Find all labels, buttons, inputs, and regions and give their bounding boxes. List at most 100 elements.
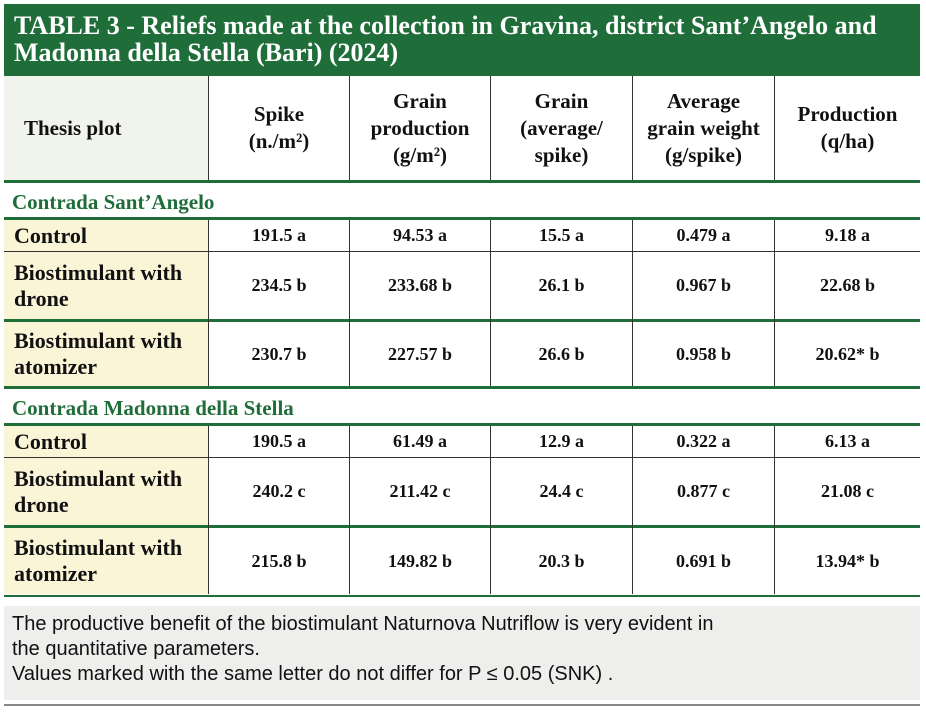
section-label-madonna-della-stella: Contrada Madonna della Stella [12,396,294,420]
row-divider [4,251,920,252]
table-cell: 13.94* b [815,550,880,571]
note-line: the quantitative parameters. [12,638,260,660]
row-header-biostimulant-atomizer: Biostimulant with atomizer [4,528,208,594]
table-cell: 227.57 b [387,343,452,364]
row-label: atomizer [14,354,98,379]
row-label: drone [14,285,69,311]
row-label: atomizer [14,561,98,586]
column-divider [632,220,633,386]
row-divider [4,457,920,458]
table-cell: 211.42 c [389,481,451,501]
table-cell: 0.877 c [677,481,730,501]
column-header-label: Spike [253,102,305,126]
column-divider [208,426,209,594]
column-divider [490,220,491,386]
column-divider [632,76,633,180]
row-label: Biostimulant with [14,465,183,491]
table-cell: 149.82 b [387,550,452,571]
column-header-unit: (q/ha) [820,129,875,153]
table-cell: 215.8 b [251,550,307,571]
table-cell: 190.5 a [252,431,306,451]
table-cell: 191.5 a [252,225,306,245]
table-cell: 20.62* b [815,343,880,364]
table-cell: 0.967 b [675,275,731,295]
row-header-biostimulant-atomizer: Biostimulant with atomizer [4,322,208,386]
table-cell: 61.49 a [393,431,447,451]
column-header-unit: spike) [534,142,589,167]
table-cell: 233.68 b [387,275,452,295]
table-cell: 6.13 a [825,431,870,451]
column-header-thesis-plot: Thesis plot [4,76,208,180]
column-divider [349,76,350,180]
table-cell: 0.322 a [676,431,731,451]
page-bottom-rule [4,704,920,706]
column-divider [490,426,491,594]
column-header-production: Production (q/ha) [775,76,920,180]
column-header-unit: (g/spike) [664,142,742,167]
column-header-label: Average [666,88,741,113]
table-cell: 24.4 c [539,481,584,501]
row-label: drone [14,491,69,517]
column-divider [632,426,633,594]
table-cell: 22.68 b [819,275,875,295]
column-divider [208,220,209,386]
column-header-label: Grain [393,88,447,113]
note-line: Values marked with the same letter do no… [12,663,614,685]
table-cell: 9.18 a [825,225,870,245]
row-divider [4,319,920,322]
table-cell: 21.08 c [821,481,874,501]
row-label: Biostimulant with [14,328,183,353]
table-cell: 94.53 a [393,225,447,245]
column-header-grain-production: Grain production (g/m²) [350,76,490,180]
table-cell: 26.1 b [538,275,585,295]
row-label: Biostimulant with [14,535,183,560]
table-cell: 0.479 a [676,225,731,245]
row-header-biostimulant-drone: Biostimulant with drone [4,458,208,525]
column-divider [490,76,491,180]
table-cell: 12.9 a [539,431,584,451]
table-bottom-rule [4,595,920,597]
column-header-label: Grain [534,88,589,113]
row-header-control: Control [4,220,208,251]
table-cell: 15.5 a [539,225,584,245]
data-table: Thesis plot Spike (n./m²) Grain producti… [4,76,920,600]
table-title-line-2: Madonna della Stella (Bari) (2024) [14,38,399,67]
row-header-control: Control [4,426,208,457]
column-header-label: grain weight [647,115,760,140]
table-cell: 234.5 b [251,275,307,295]
column-divider [774,76,775,180]
table-cell: 240.2 c [252,481,306,501]
header-divider [4,180,920,183]
table-cell: 0.958 b [675,343,731,364]
row-label: Biostimulant with [14,259,183,285]
table-cell: 20.3 b [538,550,585,571]
section-divider [4,386,920,389]
row-header-biostimulant-drone: Biostimulant with drone [4,252,208,319]
column-header-label: production [370,115,470,140]
column-divider [349,220,350,386]
column-divider [774,426,775,594]
section-label-sant-angelo: Contrada Sant’Angelo [12,190,215,214]
note-line: The productive benefit of the biostimula… [12,613,714,635]
column-header-spike: Spike (n./m²) [209,76,349,180]
table-title-line-1: TABLE 3 - Reliefs made at the collection… [14,11,877,40]
column-header-unit: (g/m²) [392,142,448,167]
column-header-grain-average: Grain (average/ spike) [491,76,632,180]
section-divider [4,217,920,220]
row-label: Control [14,428,87,454]
row-divider [4,525,920,528]
table-cell: 0.691 b [675,550,731,571]
column-divider [349,426,350,594]
column-header-label: Production [797,102,898,126]
column-divider [208,76,209,180]
section-divider [4,423,920,426]
column-header-unit: (n./m²) [248,129,310,153]
table-cell: 230.7 b [251,343,307,364]
table-cell: 26.6 b [538,343,585,364]
column-header-label: (average/ [520,115,603,140]
column-header-average-grain-weight: Average grain weight (g/spike) [633,76,774,180]
column-header-label: Thesis plot [24,115,122,140]
column-divider [774,220,775,386]
row-label: Control [14,222,87,248]
table-title: TABLE 3 - Reliefs made at the collection… [4,4,920,76]
